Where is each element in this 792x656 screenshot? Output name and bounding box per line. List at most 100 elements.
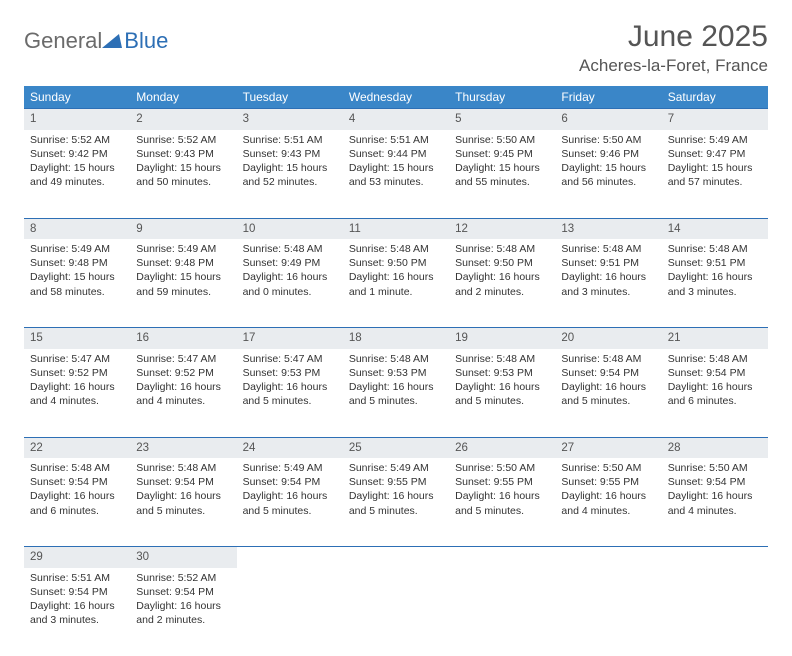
sunrise-text: Sunrise: 5:49 AM [243,461,337,475]
day-cell: Sunrise: 5:52 AMSunset: 9:43 PMDaylight:… [130,130,236,219]
day-number: 10 [237,218,343,239]
day-cell: Sunrise: 5:48 AMSunset: 9:51 PMDaylight:… [555,239,661,328]
daylight-text: Daylight: 16 hours and 4 minutes. [30,380,124,408]
daylight-text: Daylight: 16 hours and 4 minutes. [561,489,655,517]
day-number: 22 [24,437,130,458]
day-number: 30 [130,547,236,568]
day-cell: Sunrise: 5:48 AMSunset: 9:50 PMDaylight:… [343,239,449,328]
sunrise-text: Sunrise: 5:48 AM [561,242,655,256]
sunset-text: Sunset: 9:54 PM [243,475,337,489]
weekday-header: Sunday [24,86,130,109]
sunset-text: Sunset: 9:43 PM [136,147,230,161]
daylight-text: Daylight: 16 hours and 5 minutes. [561,380,655,408]
logo-triangle-icon [102,28,122,54]
sunrise-text: Sunrise: 5:48 AM [30,461,124,475]
sunset-text: Sunset: 9:52 PM [30,366,124,380]
day-number: 13 [555,218,661,239]
sunrise-text: Sunrise: 5:48 AM [455,352,549,366]
sunset-text: Sunset: 9:48 PM [30,256,124,270]
sunset-text: Sunset: 9:43 PM [243,147,337,161]
day-number: 4 [343,109,449,130]
daylight-text: Daylight: 16 hours and 2 minutes. [455,270,549,298]
day-content-row: Sunrise: 5:47 AMSunset: 9:52 PMDaylight:… [24,349,768,438]
day-cell: Sunrise: 5:47 AMSunset: 9:53 PMDaylight:… [237,349,343,438]
day-cell: Sunrise: 5:49 AMSunset: 9:48 PMDaylight:… [130,239,236,328]
day-number: 11 [343,218,449,239]
day-number: 7 [662,109,768,130]
sunrise-text: Sunrise: 5:49 AM [136,242,230,256]
daylight-text: Daylight: 16 hours and 3 minutes. [561,270,655,298]
day-number: 17 [237,328,343,349]
daylight-text: Daylight: 15 hours and 53 minutes. [349,161,443,189]
daynum-row: 1234567 [24,109,768,130]
sunrise-text: Sunrise: 5:49 AM [668,133,762,147]
sunrise-text: Sunrise: 5:47 AM [136,352,230,366]
day-cell: Sunrise: 5:50 AMSunset: 9:46 PMDaylight:… [555,130,661,219]
title-block: June 2025 Acheres-la-Foret, France [579,20,768,76]
daylight-text: Daylight: 16 hours and 6 minutes. [668,380,762,408]
day-cell: Sunrise: 5:48 AMSunset: 9:54 PMDaylight:… [130,458,236,547]
day-cell: Sunrise: 5:48 AMSunset: 9:53 PMDaylight:… [343,349,449,438]
daylight-text: Daylight: 16 hours and 4 minutes. [668,489,762,517]
day-number: 24 [237,437,343,458]
sunrise-text: Sunrise: 5:51 AM [30,571,124,585]
daylight-text: Daylight: 15 hours and 55 minutes. [455,161,549,189]
sunrise-text: Sunrise: 5:52 AM [136,571,230,585]
sunrise-text: Sunrise: 5:52 AM [30,133,124,147]
day-number [555,547,661,568]
daylight-text: Daylight: 15 hours and 59 minutes. [136,270,230,298]
calendar-table: Sunday Monday Tuesday Wednesday Thursday… [24,86,768,656]
sunset-text: Sunset: 9:54 PM [561,366,655,380]
daylight-text: Daylight: 16 hours and 6 minutes. [30,489,124,517]
sunrise-text: Sunrise: 5:50 AM [561,461,655,475]
weekday-header: Thursday [449,86,555,109]
sunset-text: Sunset: 9:47 PM [668,147,762,161]
day-number: 20 [555,328,661,349]
sunrise-text: Sunrise: 5:50 AM [668,461,762,475]
day-cell: Sunrise: 5:50 AMSunset: 9:45 PMDaylight:… [449,130,555,219]
day-number [343,547,449,568]
day-cell: Sunrise: 5:49 AMSunset: 9:48 PMDaylight:… [24,239,130,328]
sunset-text: Sunset: 9:54 PM [30,475,124,489]
daylight-text: Daylight: 15 hours and 50 minutes. [136,161,230,189]
sunset-text: Sunset: 9:46 PM [561,147,655,161]
day-content-row: Sunrise: 5:52 AMSunset: 9:42 PM Daylight:… [24,130,768,219]
daylight-text: Daylight: 16 hours and 5 minutes. [349,489,443,517]
sunset-text: Sunset: 9:54 PM [668,366,762,380]
sunset-text: Sunset: 9:50 PM [455,256,549,270]
sunset-text: Sunset: 9:51 PM [668,256,762,270]
weekday-header: Saturday [662,86,768,109]
day-cell: Sunrise: 5:49 AMSunset: 9:47 PMDaylight:… [662,130,768,219]
sunset-text: Sunset: 9:52 PM [136,366,230,380]
day-number: 9 [130,218,236,239]
day-cell: Sunrise: 5:48 AMSunset: 9:53 PMDaylight:… [449,349,555,438]
logo-text-1: General [24,28,102,54]
day-cell: Sunrise: 5:51 AMSunset: 9:43 PMDaylight:… [237,130,343,219]
daylight-text: Daylight: 16 hours and 0 minutes. [243,270,337,298]
day-cell: Sunrise: 5:52 AMSunset: 9:42 PMDaylight:… [24,130,130,219]
day-number: 15 [24,328,130,349]
day-number: 2 [130,109,236,130]
day-number: 8 [24,218,130,239]
sunset-text: Sunset: 9:42 PM [30,147,124,161]
daylight-text: Daylight: 16 hours and 4 minutes. [136,380,230,408]
daylight-text: Daylight: 15 hours and 58 minutes. [30,270,124,298]
day-cell: Sunrise: 5:47 AMSunset: 9:52 PMDaylight:… [24,349,130,438]
sunrise-text: Sunrise: 5:48 AM [243,242,337,256]
sunrise-text: Sunrise: 5:49 AM [30,242,124,256]
sunset-text: Sunset: 9:45 PM [455,147,549,161]
sunset-text: Sunset: 9:49 PM [243,256,337,270]
sunrise-text: Sunrise: 5:48 AM [668,242,762,256]
sunrise-text: Sunrise: 5:49 AM [349,461,443,475]
sunrise-text: Sunrise: 5:47 AM [243,352,337,366]
sunrise-text: Sunrise: 5:48 AM [349,352,443,366]
sunset-text: Sunset: 9:54 PM [30,585,124,599]
day-cell: Sunrise: 5:48 AMSunset: 9:49 PMDaylight:… [237,239,343,328]
logo: General Blue [24,20,168,54]
sunrise-text: Sunrise: 5:50 AM [561,133,655,147]
weekday-header: Monday [130,86,236,109]
day-cell: Sunrise: 5:50 AMSunset: 9:54 PMDaylight:… [662,458,768,547]
weekday-header-row: Sunday Monday Tuesday Wednesday Thursday… [24,86,768,109]
daylight-text: Daylight: 16 hours and 5 minutes. [455,489,549,517]
day-number: 1 [24,109,130,130]
